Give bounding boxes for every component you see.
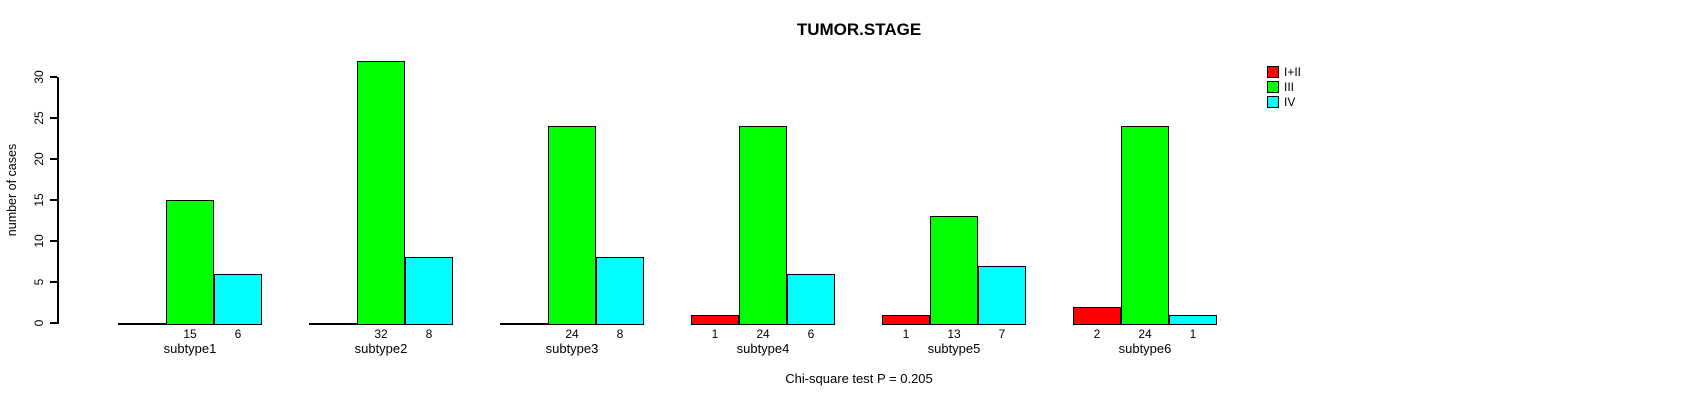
legend-label: IV — [1284, 94, 1296, 109]
bar-subtype4-I+II — [691, 315, 739, 325]
bar-value-label: 15 — [183, 327, 197, 341]
x-axis-category-label: subtype1 — [163, 341, 217, 356]
y-axis-tick-label: 25 — [32, 111, 46, 125]
x-axis-category-label: subtype3 — [545, 341, 599, 356]
bar-value-label: 7 — [998, 327, 1006, 341]
bar-subtype4-IV — [787, 274, 835, 325]
bar-value-label: 1 — [902, 327, 910, 341]
bar-subtype6-III — [1121, 126, 1169, 325]
bar-subtype1-III — [166, 200, 214, 325]
bar-subtype2-III — [357, 61, 405, 325]
y-axis-tick-label: 0 — [32, 319, 46, 327]
y-axis-tick-label: 5 — [32, 278, 46, 286]
legend-swatch-icon — [1267, 65, 1279, 78]
bar-value-label: 24 — [756, 327, 770, 341]
y-axis-tick-label: 15 — [32, 193, 46, 207]
legend-label: III — [1284, 79, 1295, 94]
y-axis-tick — [50, 76, 57, 78]
y-axis-tick-label: 30 — [32, 70, 46, 84]
bar-value-label: 32 — [374, 327, 388, 341]
x-axis-category-label: subtype5 — [927, 341, 981, 356]
chart-title: TUMOR.STAGE — [796, 20, 922, 39]
x-axis-category-label: subtype4 — [736, 341, 790, 356]
bar-subtype2-IV — [405, 257, 453, 325]
x-axis-category-label: subtype6 — [1118, 341, 1172, 356]
chi-square-annotation: Chi-square test P = 0.205 — [785, 371, 933, 386]
bar-subtype6-IV — [1169, 315, 1217, 325]
bar-value-label: 6 — [234, 327, 242, 341]
bar-value-label: 24 — [1138, 327, 1152, 341]
y-axis-tick-label: 10 — [32, 234, 46, 248]
bar-subtype4-III — [739, 126, 787, 325]
bar-value-label: 1 — [1189, 327, 1197, 341]
bar-subtype5-IV — [978, 266, 1026, 325]
y-axis-line — [57, 77, 59, 324]
bar-subtype1-IV — [214, 274, 262, 325]
legend-swatch-icon — [1267, 80, 1279, 93]
legend: I+II III IV — [1267, 64, 1301, 109]
legend-item-IV: IV — [1267, 94, 1301, 109]
bar-subtype3-III — [548, 126, 596, 325]
bar-value-label: 24 — [565, 327, 579, 341]
bar-value-label: 8 — [425, 327, 433, 341]
x-axis-category-label: subtype2 — [354, 341, 408, 356]
bar-value-label: 2 — [1093, 327, 1101, 341]
legend-swatch-icon — [1267, 95, 1279, 108]
legend-item-I+II: I+II — [1267, 64, 1301, 79]
bar-value-label: 8 — [616, 327, 624, 341]
bar-subtype5-I+II — [882, 315, 930, 325]
y-axis-tick — [50, 322, 57, 324]
y-axis-tick — [50, 240, 57, 242]
bar-value-label: 6 — [807, 327, 815, 341]
legend-label: I+II — [1284, 64, 1302, 79]
legend-item-III: III — [1267, 79, 1301, 94]
bar-subtype5-III — [930, 216, 978, 325]
y-axis-tick — [50, 117, 57, 119]
y-axis-tick — [50, 281, 57, 283]
y-axis-tick — [50, 199, 57, 201]
bar-value-label: 1 — [711, 327, 719, 341]
bar-subtype6-I+II — [1073, 307, 1121, 325]
y-axis-tick — [50, 158, 57, 160]
y-axis-tick-label: 20 — [32, 152, 46, 166]
bar-subtype3-IV — [596, 257, 644, 325]
bar-value-label: 13 — [947, 327, 961, 341]
